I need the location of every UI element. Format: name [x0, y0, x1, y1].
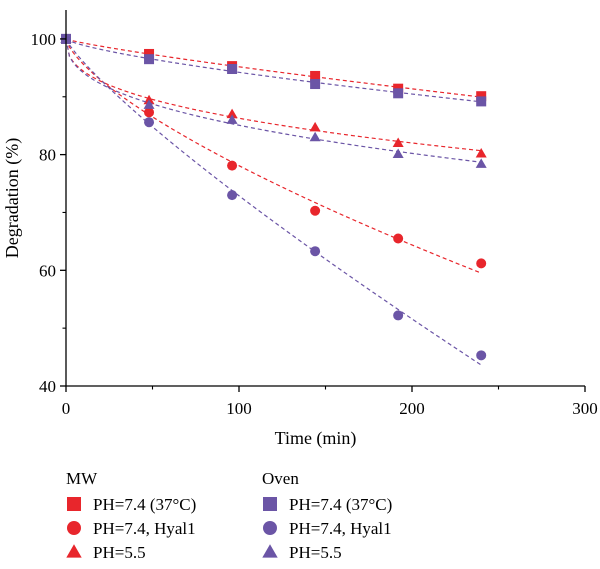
series-oven-circle [61, 33, 487, 366]
fit-curve [65, 38, 482, 103]
legend-marker [67, 497, 81, 511]
legend-marker [263, 521, 277, 535]
data-point [227, 64, 238, 75]
data-point [392, 137, 404, 148]
data-point [227, 160, 238, 171]
legend-label: PH=7.4, Hyal1 [93, 519, 196, 538]
data-point [476, 258, 487, 269]
legend-marker [263, 497, 277, 511]
data-point [475, 147, 487, 158]
legend-item: PH=7.4 (37°C) [263, 495, 392, 514]
series-oven-triangle [60, 33, 487, 168]
legend: MW PH=7.4 (37°C) PH=7.4, Hyal1 PH=5.5 Oven PH… [66, 469, 392, 562]
x-tick-label: 200 [399, 399, 425, 418]
legend-group-title: Oven [262, 469, 299, 488]
legend-item: PH=5.5 [66, 543, 146, 562]
series-oven-square [61, 33, 487, 107]
legend-label: PH=7.4 (37°C) [289, 495, 392, 514]
legend-item: PH=5.5 [262, 543, 342, 562]
fit-curve [65, 38, 482, 98]
data-point [310, 205, 321, 216]
data-point [226, 114, 238, 124]
data-point [310, 79, 321, 90]
data-point [476, 91, 487, 102]
legend-item: PH=7.4 (37°C) [67, 495, 196, 514]
legend-marker [67, 521, 81, 535]
data-point [144, 54, 155, 65]
data-point [144, 117, 155, 128]
data-point [309, 131, 321, 142]
y-tick-label: 40 [39, 377, 56, 396]
axes [65, 10, 585, 387]
data-point [393, 88, 404, 99]
data-point [227, 190, 238, 201]
data-point [476, 96, 487, 107]
legend-label: PH=5.5 [93, 543, 146, 562]
data-point [310, 70, 321, 81]
x-tick-label: 0 [62, 399, 71, 418]
legend-item: PH=7.4, Hyal1 [67, 519, 196, 538]
y-ticks: 40 60 80 100 [31, 30, 66, 396]
fit-curve [65, 38, 482, 163]
series-mw-triangle [60, 33, 487, 158]
data-point [143, 99, 155, 109]
plot-area [60, 33, 487, 366]
data-point [393, 233, 404, 244]
legend-label: PH=5.5 [289, 543, 342, 562]
data-point [309, 121, 321, 132]
data-point [226, 108, 238, 119]
x-tick-label: 300 [572, 399, 598, 418]
data-point [144, 107, 155, 118]
legend-label: PH=7.4 (37°C) [93, 495, 196, 514]
legend-marker [262, 544, 278, 558]
data-point [475, 158, 487, 168]
y-tick-label: 60 [39, 261, 56, 280]
data-point [310, 246, 321, 257]
data-point [393, 310, 404, 321]
legend-item: PH=7.4, Hyal1 [263, 519, 392, 538]
series-mw-circle [61, 33, 487, 274]
x-ticks: 0 100 200 300 [62, 386, 598, 418]
fit-curve [65, 38, 482, 366]
x-tick-label: 100 [226, 399, 252, 418]
x-axis-title: Time (min) [275, 428, 357, 449]
data-point [144, 48, 155, 59]
y-axis-title: Degradation (%) [2, 138, 23, 258]
legend-marker [66, 544, 82, 558]
data-point [476, 350, 487, 361]
y-tick-label: 80 [39, 146, 56, 165]
data-point [392, 148, 404, 159]
legend-group-title: MW [66, 469, 98, 488]
fit-curve [65, 38, 482, 274]
y-tick-label: 100 [31, 30, 57, 49]
legend-label: PH=7.4, Hyal1 [289, 519, 392, 538]
